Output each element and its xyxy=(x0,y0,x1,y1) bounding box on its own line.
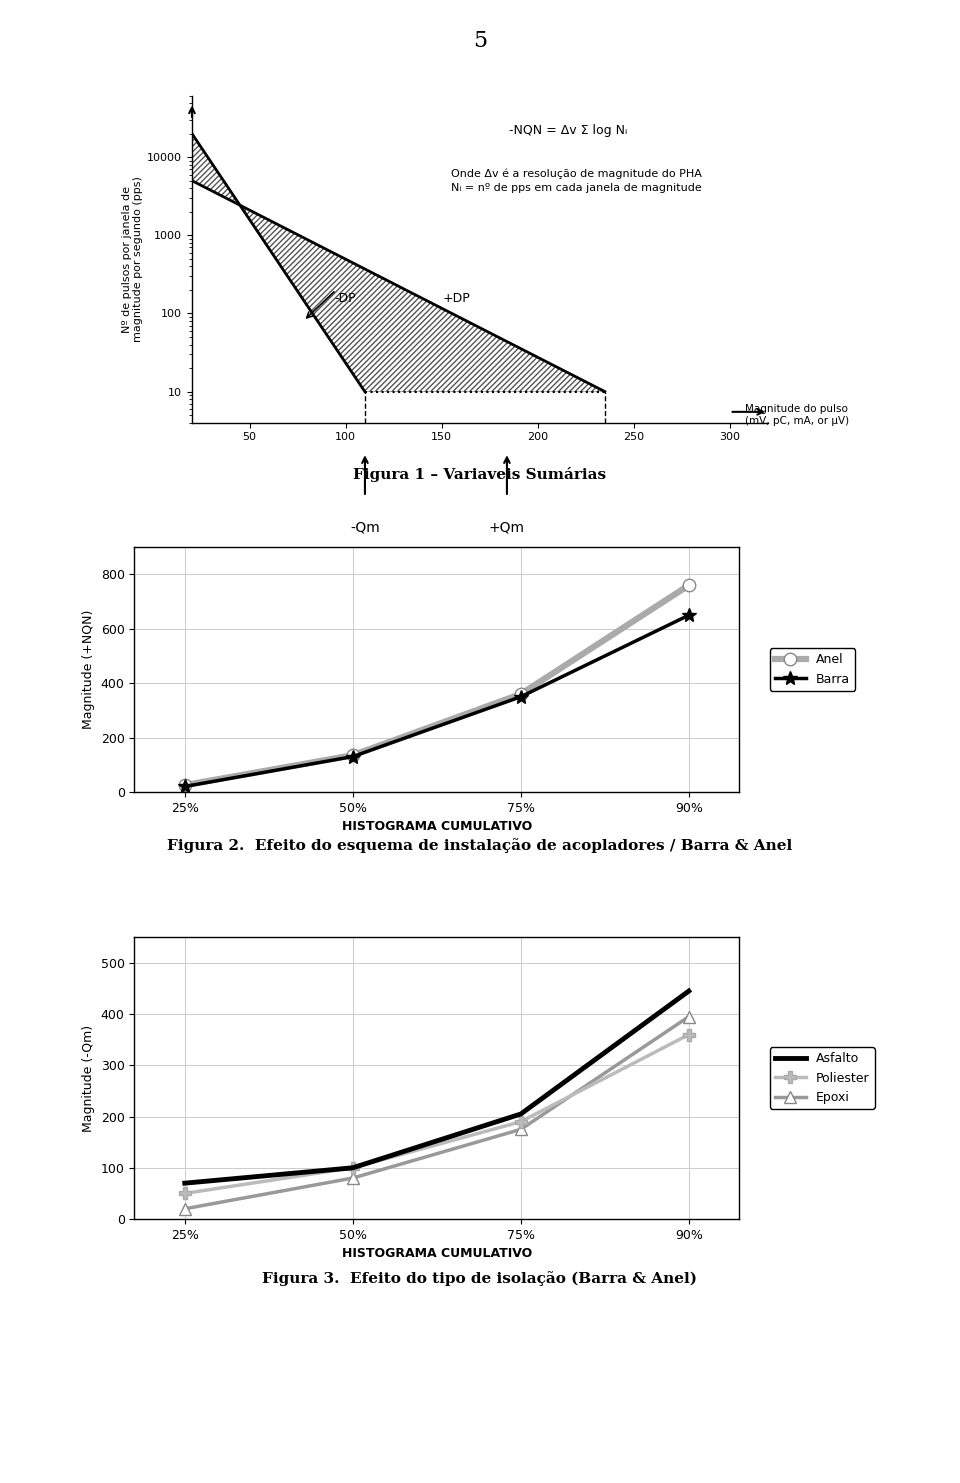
Epoxi xyxy=(179,1200,190,1218)
Text: Figura 2.  Efeito do esquema de instalação de acopladores / Barra & Anel: Figura 2. Efeito do esquema de instalaçã… xyxy=(167,838,793,853)
Text: -NQN = Δv Σ log Nᵢ: -NQN = Δv Σ log Nᵢ xyxy=(509,125,627,136)
Text: +Qm: +Qm xyxy=(489,521,525,535)
Anel xyxy=(516,685,527,703)
Anel xyxy=(179,776,190,793)
Epoxi xyxy=(348,1169,359,1186)
Barra xyxy=(348,747,359,765)
Legend: Anel, Barra: Anel, Barra xyxy=(770,648,855,691)
Anel xyxy=(684,577,695,595)
Text: Onde Δv é a resolução de magnitude do PHA
Nᵢ = nº de pps em cada janela de magni: Onde Δv é a resolução de magnitude do PH… xyxy=(451,169,702,193)
Y-axis label: Magnitude (-Qm): Magnitude (-Qm) xyxy=(83,1025,95,1132)
Anel xyxy=(348,746,359,764)
Text: Magnitude do pulso
(mV, pC, mA, or μV): Magnitude do pulso (mV, pC, mA, or μV) xyxy=(745,405,849,426)
Poliester xyxy=(684,1026,695,1044)
Asfalto xyxy=(348,1158,359,1176)
Epoxi xyxy=(684,1008,695,1026)
Poliester xyxy=(179,1185,190,1203)
Poliester xyxy=(348,1158,359,1176)
Text: -DP: -DP xyxy=(335,292,356,304)
Text: +DP: +DP xyxy=(444,292,470,304)
Barra xyxy=(684,607,695,624)
Barra xyxy=(179,777,190,795)
Y-axis label: Magnitude (+NQN): Magnitude (+NQN) xyxy=(83,610,95,730)
Line: Barra: Barra xyxy=(178,608,696,793)
Epoxi xyxy=(516,1121,527,1139)
Asfalto xyxy=(684,982,695,1000)
Legend: Asfalto, Poliester, Epoxi: Asfalto, Poliester, Epoxi xyxy=(770,1047,875,1109)
Text: Figura 1 – Variaveis Sumárias: Figura 1 – Variaveis Sumárias xyxy=(353,467,607,482)
Y-axis label: Nº de pulsos por janela de
magnitude por segundo (pps): Nº de pulsos por janela de magnitude por… xyxy=(122,176,143,343)
Text: Figura 3.  Efeito do tipo de isolação (Barra & Anel): Figura 3. Efeito do tipo de isolação (Ba… xyxy=(262,1271,698,1286)
X-axis label: HISTOGRAMA CUMULATIVO: HISTOGRAMA CUMULATIVO xyxy=(342,820,532,833)
Asfalto xyxy=(516,1105,527,1123)
Line: Epoxi: Epoxi xyxy=(180,1011,694,1215)
Line: Anel: Anel xyxy=(179,578,695,792)
Poliester xyxy=(516,1112,527,1130)
Barra xyxy=(516,688,527,706)
Text: 5: 5 xyxy=(473,30,487,52)
Asfalto xyxy=(179,1175,190,1192)
Line: Poliester: Poliester xyxy=(180,1029,694,1198)
Text: -Qm: -Qm xyxy=(350,521,380,535)
Line: Asfalto: Asfalto xyxy=(184,991,689,1183)
X-axis label: HISTOGRAMA CUMULATIVO: HISTOGRAMA CUMULATIVO xyxy=(342,1247,532,1261)
